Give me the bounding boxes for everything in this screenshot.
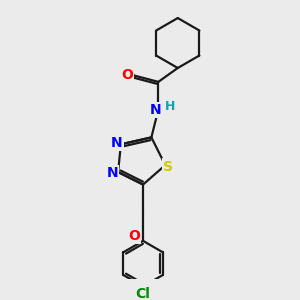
Text: O: O xyxy=(128,229,140,243)
Text: N: N xyxy=(150,103,161,117)
Text: H: H xyxy=(165,100,175,113)
Text: Cl: Cl xyxy=(136,287,151,300)
Text: S: S xyxy=(163,160,173,173)
Text: O: O xyxy=(121,68,133,82)
Text: N: N xyxy=(111,136,122,150)
Text: N: N xyxy=(107,167,118,180)
